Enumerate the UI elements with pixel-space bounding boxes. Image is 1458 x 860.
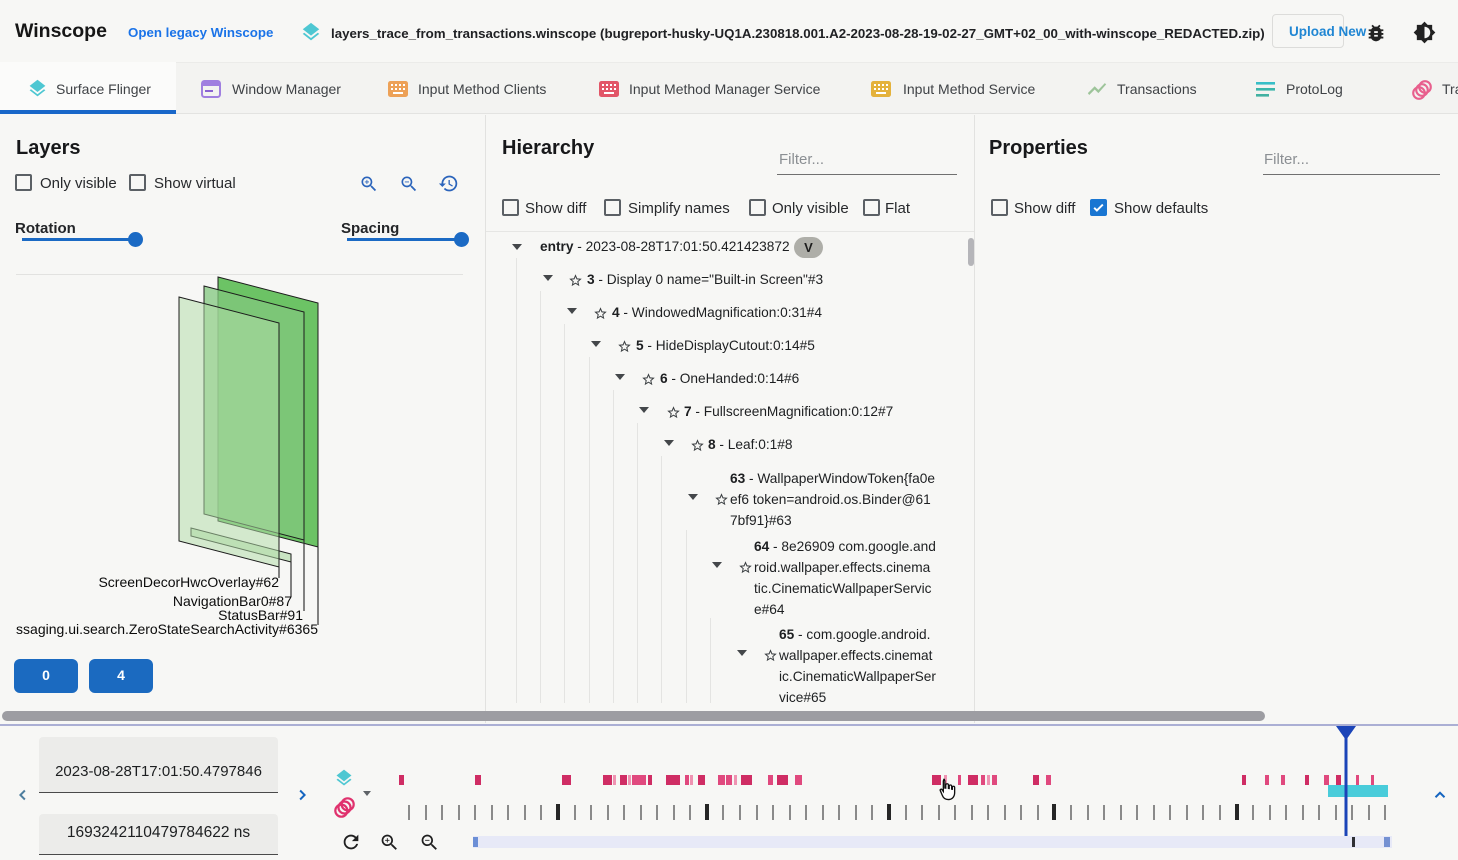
svg-text:StatusBar#91: StatusBar#91 [218,607,303,623]
svg-text:NavigationBar0#87: NavigationBar0#87 [173,593,292,609]
svg-text:ScreenDecorHwcOverlay#62: ScreenDecorHwcOverlay#62 [98,574,279,590]
svg-text:ssaging.ui.search.ZeroStateSea: ssaging.ui.search.ZeroStateSearchActivit… [16,621,318,637]
